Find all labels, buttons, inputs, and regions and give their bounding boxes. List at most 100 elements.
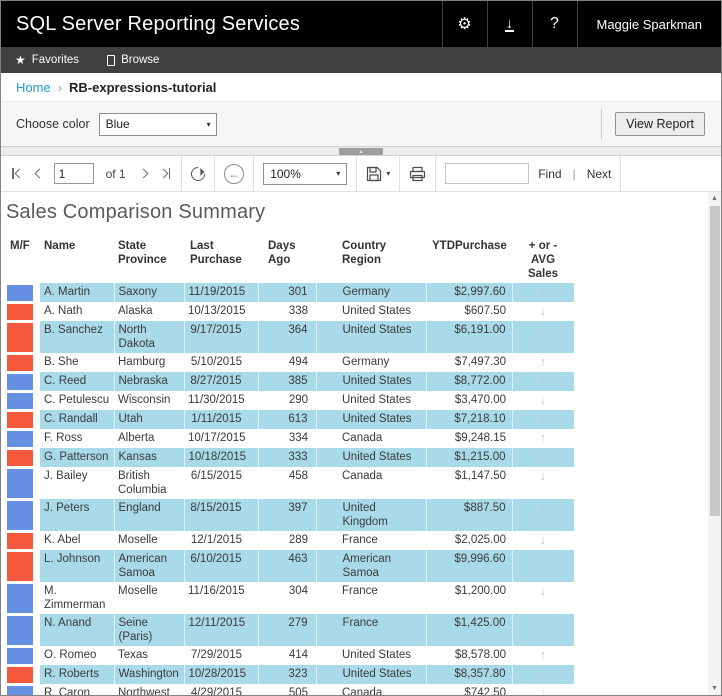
previous-page-button[interactable]: [34, 168, 45, 179]
vertical-scrollbar[interactable]: ▲ ▼: [708, 192, 721, 695]
cell-gender: [6, 684, 40, 695]
cell-last-purchase: 12/11/2015: [184, 614, 259, 646]
gender-swatch: [7, 373, 33, 390]
find-input[interactable]: [445, 163, 530, 184]
cell-ytd-purchase: $3,470.00: [454, 394, 506, 406]
cell-country-region: United States: [316, 410, 427, 429]
gender-swatch: [7, 583, 33, 613]
cell-last-purchase: 8/15/2015: [184, 499, 259, 531]
trend-down-icon: ↓: [539, 685, 547, 696]
settings-button[interactable]: ⚙: [441, 1, 487, 47]
first-page-icon: [12, 168, 14, 179]
cell-name: J. Bailey: [44, 470, 88, 482]
cell-state-province: Moselle: [118, 534, 158, 546]
chevron-down-icon: ▾: [206, 119, 211, 129]
table-row: L. Johnson American Samoa 6/10/2015 463 Amer…: [6, 550, 575, 582]
download-icon: ↓: [505, 15, 514, 32]
column-header: Country Region: [342, 240, 387, 266]
page-number-input[interactable]: [53, 163, 94, 184]
cell-gender: [6, 448, 40, 467]
cell-name: C. Randall: [40, 410, 115, 429]
toolbar-divider: [399, 155, 401, 192]
cell-state-province: England: [114, 499, 185, 531]
column-header: State Province: [118, 240, 167, 266]
user-menu[interactable]: Maggie Sparkman: [576, 1, 722, 47]
first-page-button[interactable]: [10, 166, 25, 181]
zoom-select[interactable]: 100% ▾: [263, 162, 348, 185]
table-row: J. Bailey British Columbia 6/15/2015 458 Can…: [6, 467, 574, 499]
gender-swatch: [7, 647, 33, 664]
cell-state-province: Seine (Paris): [114, 614, 185, 646]
cell-last-purchase: 9/17/2015: [184, 321, 259, 353]
last-page-button[interactable]: [158, 166, 173, 181]
scrollbar-thumb[interactable]: [709, 206, 720, 517]
print-button[interactable]: [409, 166, 426, 182]
cell-name: C. Reed: [40, 372, 115, 391]
parameter-bar: Choose color Blue ▾ View Report: [1, 102, 721, 147]
cell-gender: [6, 646, 40, 665]
cell-state-province: Moselle: [118, 585, 158, 597]
help-button[interactable]: ?: [531, 1, 577, 47]
toolbar-divider: [214, 155, 216, 192]
nav-item-favorites[interactable]: ★ Favorites: [15, 54, 79, 66]
scroll-down-icon: ▼: [711, 685, 718, 692]
gender-swatch: [7, 468, 33, 498]
trend-down-icon: ↓: [539, 284, 547, 299]
cell-ytd-purchase: $1,425.00: [426, 614, 513, 646]
toolbar-divider: [435, 155, 437, 192]
zoom-value: 100%: [270, 166, 301, 181]
refresh-group: [182, 156, 214, 191]
export-group: ▾: [357, 156, 399, 191]
table-row: A. Nath Alaska 10/13/2015 338 United States $…: [6, 302, 574, 321]
cell-last-purchase: 10/28/2015: [184, 665, 259, 684]
nav-item-browse[interactable]: Browse: [107, 54, 159, 66]
trend-up-icon: ↑: [539, 551, 547, 566]
cell-days-ago: 304: [288, 585, 308, 597]
back-to-parent-button[interactable]: ←: [224, 163, 245, 184]
gender-swatch: [7, 500, 33, 530]
cell-days-ago: 414: [288, 649, 308, 661]
cell-gender: [6, 410, 40, 429]
gender-swatch: [7, 551, 33, 581]
scrollbar-track[interactable]: [708, 205, 721, 682]
download-button[interactable]: ↓: [486, 1, 532, 47]
cell-trend: ↓: [512, 467, 574, 499]
browse-icon: [107, 54, 116, 66]
breadcrumb-current: RB-expressions-tutorial: [69, 79, 217, 95]
splitter-collapse-handle[interactable]: ▴: [339, 148, 383, 155]
back-group: ←: [215, 156, 253, 191]
trend-up-icon: ↑: [539, 666, 547, 681]
cell-name: R. Roberts: [40, 665, 115, 684]
cell-country-region: Germany: [342, 356, 390, 368]
header-spacer: [300, 1, 441, 47]
favorites-label: Favorites: [31, 54, 80, 66]
find-button[interactable]: Find: [538, 166, 562, 181]
cell-name: G. Patterson: [40, 448, 115, 467]
export-button[interactable]: ▾: [366, 166, 390, 182]
next-page-button[interactable]: [138, 168, 149, 179]
view-report-button[interactable]: View Report: [615, 112, 705, 136]
trend-up-icon: ↑: [539, 647, 547, 662]
cell-gender: [6, 321, 40, 353]
scroll-up-button[interactable]: ▲: [708, 192, 721, 205]
find-next-button[interactable]: Next: [586, 166, 612, 181]
cell-last-purchase: 8/27/2015: [184, 372, 259, 391]
refresh-button[interactable]: [188, 163, 209, 184]
cell-days-ago: 279: [258, 614, 317, 646]
cell-days-ago: 494: [288, 356, 308, 368]
gender-swatch: [7, 449, 33, 466]
cell-country-region: France: [316, 614, 427, 646]
cell-state-province: Utah: [114, 410, 185, 429]
gender-swatch: [7, 685, 33, 695]
scroll-down-button[interactable]: ▼: [708, 682, 721, 695]
nav-bar: ★ Favorites Browse: [1, 47, 721, 73]
cell-state-province: Wisconsin: [118, 394, 171, 406]
cell-country-region: United States: [316, 665, 427, 684]
breadcrumb-home-link[interactable]: Home: [16, 79, 51, 95]
find-group: Find | Next: [436, 156, 620, 191]
table-row: J. Peters England 8/15/2015 397 United Kingd…: [6, 499, 575, 531]
color-select[interactable]: Blue ▾: [98, 112, 217, 136]
cell-trend: ↓: [512, 582, 574, 614]
cell-name: L. Johnson: [40, 550, 115, 582]
gear-icon: ⚙: [457, 16, 472, 33]
